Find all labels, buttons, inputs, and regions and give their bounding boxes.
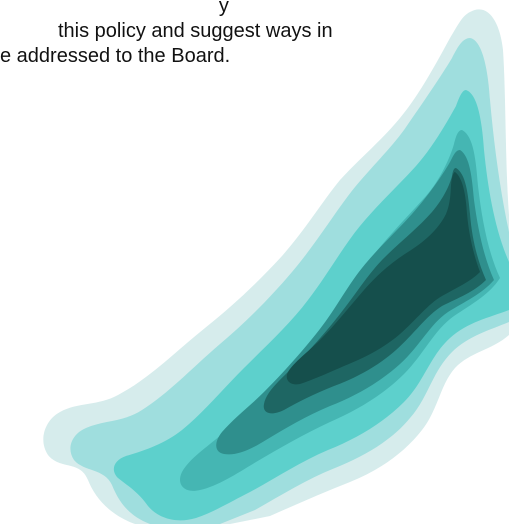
text-line-policy: this policy and suggest ways in bbox=[58, 20, 333, 42]
document-text: y this policy and suggest ways in e addr… bbox=[0, 0, 400, 69]
text-line-board: e addressed to the Board. bbox=[0, 45, 231, 67]
text-line-partial: y bbox=[0, 0, 229, 17]
wave-layer-3 bbox=[113, 90, 509, 521]
wave-layer-7 bbox=[286, 172, 480, 385]
